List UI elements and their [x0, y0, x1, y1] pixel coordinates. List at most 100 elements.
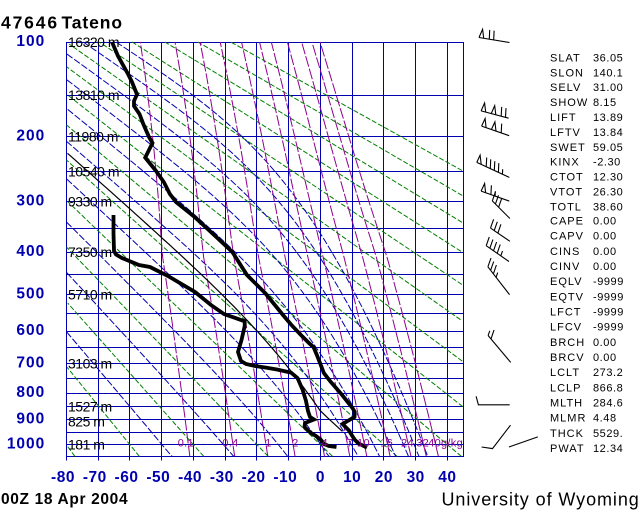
svg-text:1000: 1000 [7, 436, 45, 453]
svg-text:10540 m: 10540 m [68, 163, 119, 179]
svg-text:284.6: 284.6 [593, 398, 623, 410]
svg-text:13.89: 13.89 [593, 112, 623, 124]
svg-text:EQLV: EQLV [550, 276, 583, 288]
svg-text:KINX: KINX [550, 157, 580, 169]
svg-text:3103 m: 3103 m [68, 356, 112, 372]
svg-text:LIFT: LIFT [550, 112, 577, 124]
svg-text:SLON: SLON [550, 67, 584, 79]
svg-text:8.15: 8.15 [593, 97, 617, 109]
svg-text:12.34: 12.34 [593, 443, 623, 455]
svg-text:59.05: 59.05 [593, 142, 623, 154]
svg-text:MLTH: MLTH [550, 398, 583, 410]
svg-text:-60: -60 [115, 469, 139, 486]
svg-text:CINS: CINS [550, 246, 580, 258]
svg-text:CAPV: CAPV [550, 231, 584, 243]
svg-text:0.00: 0.00 [593, 352, 617, 364]
svg-text:LFCT: LFCT [550, 307, 582, 319]
svg-text:16320 m: 16320 m [68, 34, 119, 50]
svg-text:12.30: 12.30 [593, 172, 623, 184]
svg-text:100: 100 [16, 33, 45, 50]
svg-text:7350 m: 7350 m [68, 244, 112, 260]
svg-text:THCK: THCK [550, 428, 584, 440]
svg-text:47646: 47646 [1, 13, 59, 33]
svg-text:SHOW: SHOW [550, 97, 588, 109]
svg-text:273.2: 273.2 [593, 367, 623, 379]
svg-text:0.00: 0.00 [593, 337, 617, 349]
svg-text:EQTV: EQTV [550, 291, 584, 303]
svg-text:11980 m: 11980 m [68, 129, 118, 145]
svg-text:0: 0 [316, 469, 325, 486]
svg-text:-80: -80 [51, 469, 75, 486]
svg-text:866.8: 866.8 [593, 382, 623, 394]
svg-text:40: 40 [428, 438, 441, 450]
svg-text:900: 900 [16, 411, 45, 428]
svg-text:600: 600 [16, 322, 45, 339]
svg-text:MLMR: MLMR [550, 413, 586, 425]
svg-text:7: 7 [347, 438, 353, 450]
svg-text:SLAT: SLAT [550, 52, 581, 64]
svg-text:9330 m: 9330 m [68, 193, 112, 209]
svg-text:0.00: 0.00 [593, 231, 617, 243]
svg-text:24: 24 [401, 438, 414, 450]
svg-text:16: 16 [380, 438, 393, 450]
svg-text:2: 2 [292, 438, 298, 450]
svg-text:00Z 18 Apr 2004: 00Z 18 Apr 2004 [1, 491, 128, 508]
svg-text:800: 800 [16, 384, 45, 401]
svg-text:400: 400 [16, 243, 45, 260]
svg-text:0.00: 0.00 [593, 216, 617, 228]
svg-text:0.4: 0.4 [222, 438, 238, 450]
svg-text:0.1: 0.1 [178, 438, 194, 450]
svg-text:10: 10 [357, 438, 370, 450]
svg-text:0.00: 0.00 [593, 261, 617, 273]
svg-text:20: 20 [375, 469, 393, 486]
svg-text:31.00: 31.00 [593, 82, 623, 94]
svg-text:-70: -70 [83, 469, 107, 486]
svg-text:36.05: 36.05 [593, 52, 623, 64]
svg-text:140.1: 140.1 [593, 67, 623, 79]
svg-text:SELV: SELV [550, 82, 581, 94]
svg-text:26.30: 26.30 [593, 187, 623, 199]
svg-text:BRCH: BRCH [550, 337, 585, 349]
svg-text:-20: -20 [242, 469, 266, 486]
svg-text:5710 m: 5710 m [68, 286, 112, 302]
svg-text:825 m: 825 m [68, 414, 104, 430]
svg-text:30: 30 [407, 469, 425, 486]
svg-text:SWET: SWET [550, 142, 586, 154]
svg-text:VTOT: VTOT [550, 187, 583, 199]
svg-text:-9999: -9999 [593, 291, 624, 303]
svg-text:-30: -30 [210, 469, 234, 486]
svg-text:1527 m: 1527 m [68, 399, 112, 415]
svg-text:4.48: 4.48 [593, 413, 617, 425]
svg-text:-9999: -9999 [593, 307, 624, 319]
svg-text:700: 700 [16, 355, 45, 372]
svg-text:CAPE: CAPE [550, 216, 584, 228]
svg-text:200: 200 [16, 128, 45, 145]
svg-text:500: 500 [16, 285, 45, 302]
svg-text:LFCV: LFCV [550, 322, 582, 334]
svg-text:181 m: 181 m [68, 437, 104, 453]
svg-text:LCLP: LCLP [550, 382, 582, 394]
svg-text:-40: -40 [178, 469, 202, 486]
svg-text:g/kg: g/kg [441, 438, 463, 450]
svg-text:PWAT: PWAT [550, 443, 585, 455]
svg-text:CINV: CINV [550, 261, 580, 273]
svg-text:-50: -50 [146, 469, 170, 486]
svg-text:CTOT: CTOT [550, 172, 584, 184]
svg-text:LFTV: LFTV [550, 127, 581, 139]
svg-text:32: 32 [416, 438, 429, 450]
svg-text:10: 10 [343, 469, 361, 486]
svg-text:40: 40 [438, 469, 456, 486]
svg-text:-9999: -9999 [593, 276, 624, 288]
svg-text:38.60: 38.60 [593, 201, 623, 213]
svg-text:University of Wyoming: University of Wyoming [442, 490, 640, 510]
svg-text:300: 300 [16, 192, 45, 209]
svg-text:-2.30: -2.30 [593, 157, 621, 169]
svg-text:-10: -10 [273, 469, 297, 486]
svg-text:TOTL: TOTL [550, 201, 582, 213]
svg-text:Tateno: Tateno [62, 13, 123, 33]
svg-text:5529.: 5529. [593, 428, 623, 440]
svg-text:13.84: 13.84 [593, 127, 623, 139]
svg-text:LCLT: LCLT [550, 367, 580, 379]
svg-text:BRCV: BRCV [550, 352, 585, 364]
svg-text:-9999: -9999 [593, 322, 624, 334]
